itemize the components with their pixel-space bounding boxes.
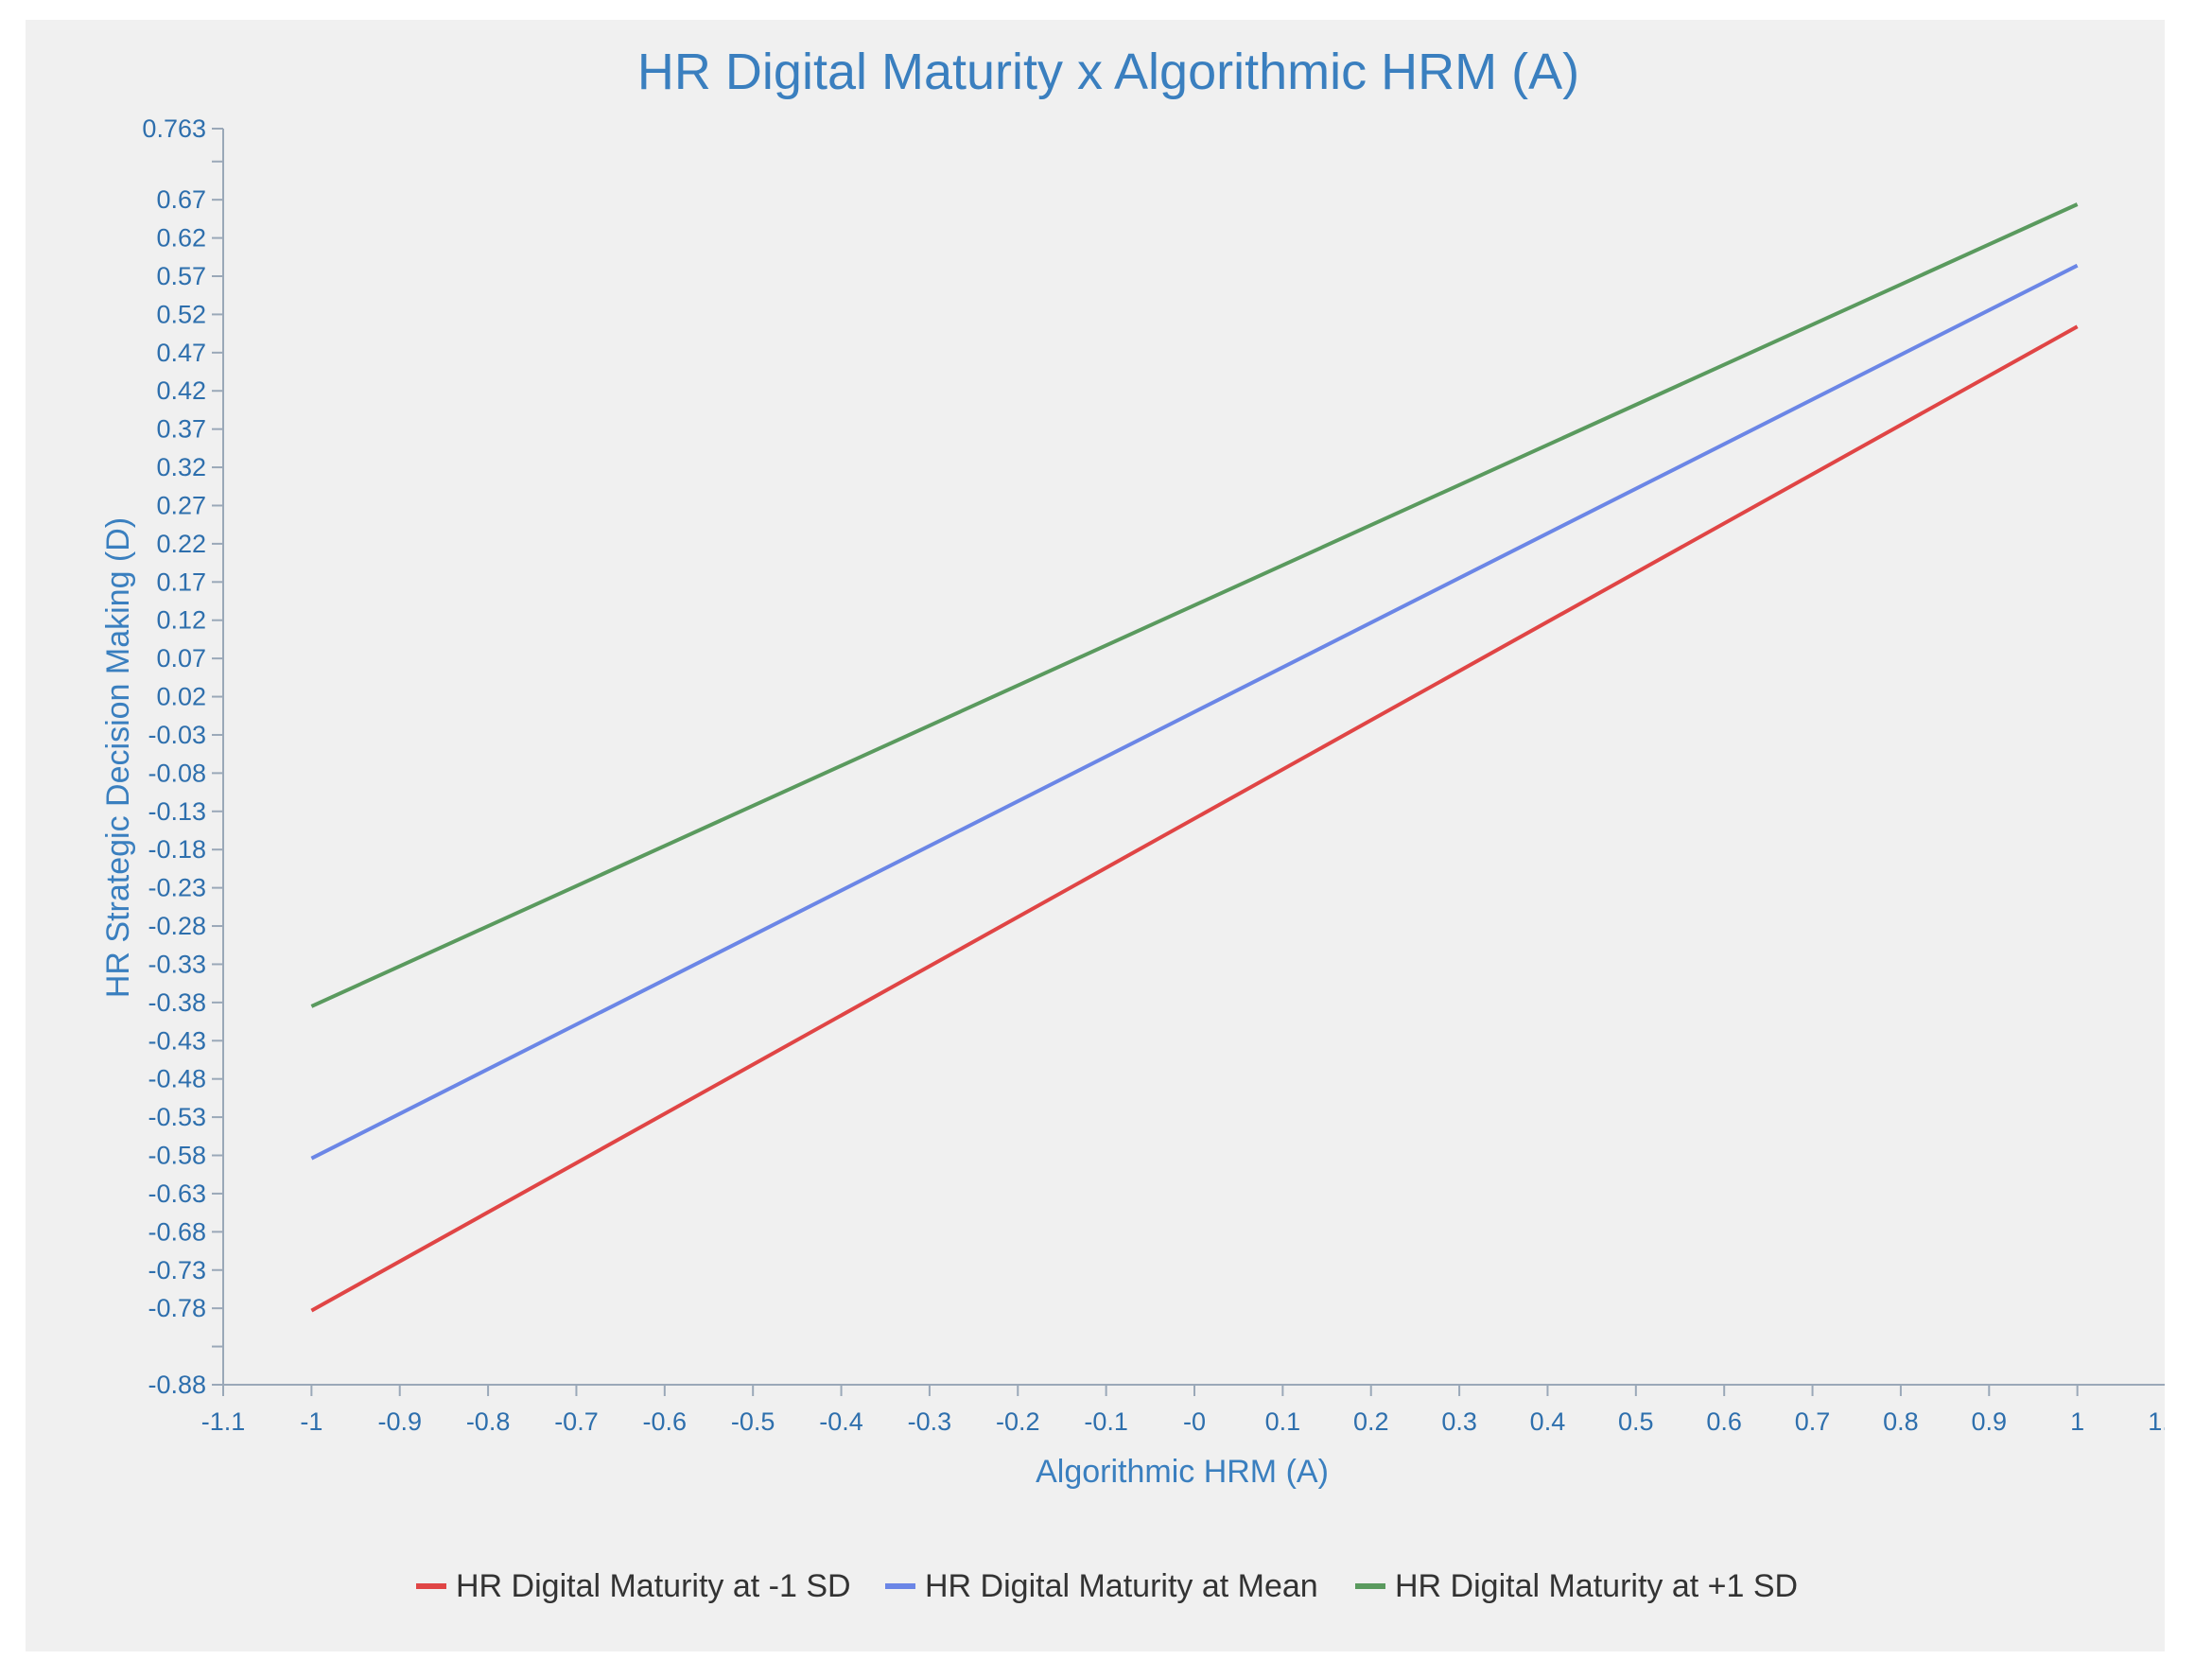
legend-label-3: HR Digital Maturity at +1 SD	[1395, 1568, 1798, 1604]
y-tick-label: -0.48	[148, 1065, 206, 1093]
y-tick-label: -0.13	[148, 797, 206, 826]
series-line-1	[310, 324, 2079, 1313]
x-tick-label: -0.6	[643, 1407, 688, 1436]
y-tick-label: -0.58	[148, 1142, 206, 1170]
x-tick-label: -0.1	[1084, 1407, 1128, 1436]
x-tick-label: 1	[2070, 1407, 2084, 1436]
y-tick-label: 0.32	[156, 453, 206, 481]
y-tick-label: -0.33	[148, 950, 206, 978]
y-tick-label: 0.62	[156, 224, 206, 253]
axes: -0.88 -0.78 -0.73 -0.68 -0.63 -0.58 -0.53 -0.48…	[142, 114, 2165, 1436]
x-tick-label: -0.4	[819, 1407, 863, 1436]
x-tick-label: -0	[1183, 1407, 1206, 1436]
x-tick-label: 0.7	[1795, 1407, 1831, 1436]
x-tick-label: -0.2	[996, 1407, 1040, 1436]
x-tick-label: 0.6	[1706, 1407, 1742, 1436]
y-tick-label: 0.47	[156, 339, 206, 367]
y-tick-label: 0.37	[156, 415, 206, 444]
y-axis-title: HR Strategic Decision Making (D)	[100, 517, 136, 998]
y-tick-label: -0.38	[148, 988, 206, 1017]
y-tick-label: 0.27	[156, 491, 206, 519]
x-tick-label: -0.9	[377, 1407, 422, 1436]
x-tick-label: 0.4	[1530, 1407, 1566, 1436]
line-chart: HR Digital Maturity x Algorithmic HRM (A…	[100, 44, 2165, 1604]
chart-title: HR Digital Maturity x Algorithmic HRM (A…	[637, 44, 1579, 100]
x-tick-label: 1.1	[2148, 1407, 2165, 1436]
x-tick-label: -0.7	[554, 1407, 599, 1436]
x-tick-label: 0.1	[1265, 1407, 1301, 1436]
x-tick-label: 0.8	[1883, 1407, 1919, 1436]
series-lines	[310, 202, 2079, 1313]
y-tick-label: -0.23	[148, 874, 206, 902]
x-axis-title: Algorithmic HRM (A)	[1036, 1454, 1329, 1490]
y-tick-label: -0.08	[148, 759, 206, 787]
y-tick-label: -0.88	[148, 1371, 206, 1399]
y-tick-label: -0.73	[148, 1256, 206, 1284]
y-tick-label: -0.63	[148, 1179, 206, 1208]
x-tick-label: 0.5	[1618, 1407, 1654, 1436]
chart-panel: HR Digital Maturity x Algorithmic HRM (A…	[26, 20, 2165, 1651]
y-tick-label: -0.68	[148, 1217, 206, 1246]
y-tick-label: 0.763	[142, 114, 206, 143]
series-line-2	[310, 263, 2079, 1161]
y-tick-label: 0.67	[156, 185, 206, 214]
y-tick-label: 0.52	[156, 300, 206, 328]
y-tick-label: -0.18	[148, 835, 206, 864]
y-tick-label: 0.22	[156, 530, 206, 558]
x-tick-label: -0.3	[908, 1407, 952, 1436]
y-tick-label: -0.03	[148, 721, 206, 749]
x-tick-label: 0.2	[1353, 1407, 1389, 1436]
y-tick-label: -0.28	[148, 912, 206, 940]
y-tick-label: 0.57	[156, 262, 206, 290]
y-tick-label: -0.53	[148, 1103, 206, 1131]
legend: HR Digital Maturity at -1 SD HR Digital M…	[416, 1568, 1798, 1604]
y-tick-label: 0.12	[156, 606, 206, 635]
legend-label-1: HR Digital Maturity at -1 SD	[456, 1568, 851, 1604]
y-tick-label: 0.07	[156, 644, 206, 673]
x-tick-label: -0.5	[731, 1407, 775, 1436]
x-tick-label: 0.9	[1971, 1407, 2007, 1436]
y-tick-label: -0.78	[148, 1294, 206, 1322]
y-tick-label: -0.43	[148, 1026, 206, 1055]
x-tick-label: -0.8	[466, 1407, 511, 1436]
x-tick-label: -1.1	[201, 1407, 246, 1436]
series-line-3	[310, 202, 2079, 1008]
x-tick-label: 0.3	[1441, 1407, 1477, 1436]
y-tick-label: 0.42	[156, 376, 206, 405]
legend-label-2: HR Digital Maturity at Mean	[925, 1568, 1318, 1604]
x-tick-label: -1	[300, 1407, 322, 1436]
y-tick-label: 0.02	[156, 683, 206, 711]
y-tick-label: 0.17	[156, 568, 206, 596]
